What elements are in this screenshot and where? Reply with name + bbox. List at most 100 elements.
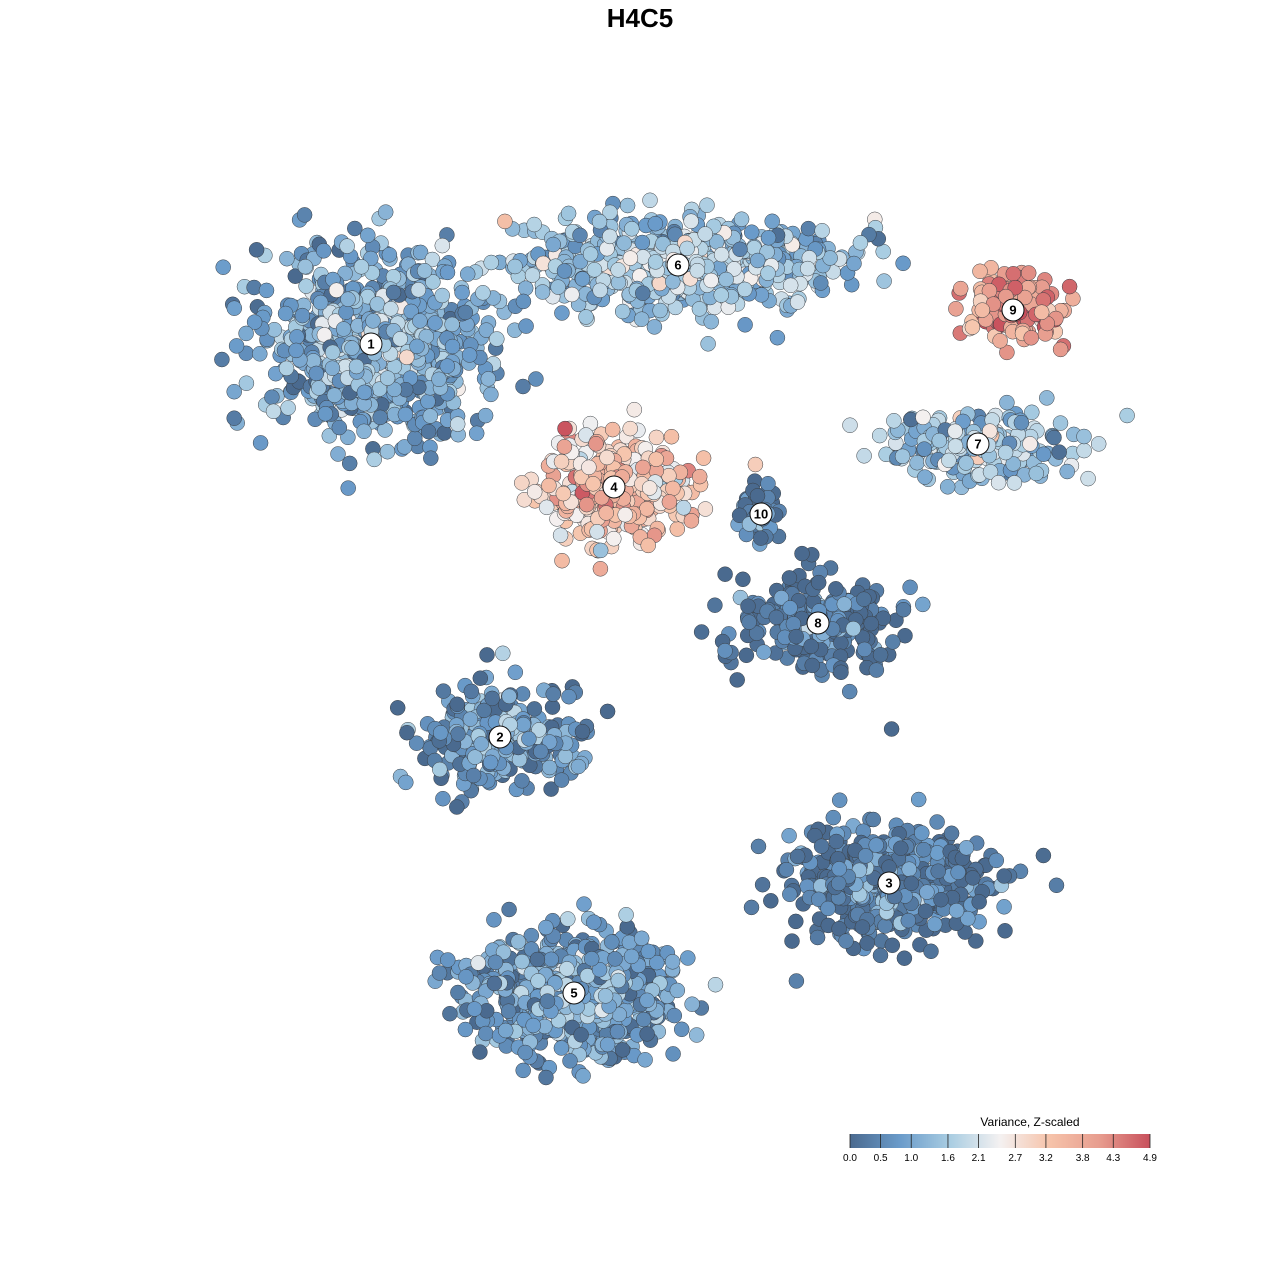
- cell-point: [412, 244, 429, 261]
- cell-point: [639, 992, 655, 1009]
- cell-point: [1076, 428, 1092, 445]
- cell-point: [454, 284, 470, 301]
- cell-point: [440, 952, 456, 968]
- cell-point: [416, 263, 433, 279]
- cell-point: [896, 950, 913, 966]
- cell-point: [1048, 877, 1065, 894]
- cluster-label-text: 6: [674, 258, 681, 273]
- cell-point: [472, 1044, 488, 1060]
- cell-point: [480, 371, 497, 387]
- cell-point: [226, 383, 242, 400]
- cell-point: [341, 455, 358, 472]
- cell-point: [431, 965, 448, 981]
- cell-point: [1020, 265, 1037, 281]
- cell-point: [507, 258, 523, 275]
- cell-point: [1035, 446, 1052, 462]
- cell-point: [372, 409, 388, 426]
- cluster-label-text: 1: [367, 337, 374, 352]
- cell-point: [278, 360, 295, 377]
- cell-point: [639, 1026, 655, 1042]
- cell-point: [623, 948, 640, 965]
- cell-point: [423, 450, 439, 466]
- cell-point: [633, 930, 650, 947]
- cell-point: [960, 910, 976, 927]
- cell-point: [258, 282, 275, 299]
- cell-point: [647, 254, 664, 270]
- cell-point: [948, 902, 965, 919]
- cell-point: [541, 477, 557, 494]
- cell-point: [444, 338, 461, 355]
- cell-point: [740, 598, 756, 614]
- cell-point: [754, 876, 771, 893]
- cell-point: [477, 407, 494, 424]
- cell-point: [958, 455, 974, 471]
- cell-point: [557, 748, 574, 765]
- cell-point: [856, 641, 873, 658]
- cell-point: [872, 647, 889, 663]
- cell-point: [634, 234, 651, 251]
- cell-point: [693, 624, 710, 640]
- cell-point: [365, 313, 381, 329]
- cell-point: [679, 240, 695, 257]
- cell-point: [348, 358, 365, 375]
- cluster-label-text: 5: [570, 986, 577, 1001]
- cell-point: [473, 736, 489, 752]
- cell-point: [958, 840, 975, 856]
- cluster-label-2: 2: [488, 725, 512, 749]
- cell-point: [990, 474, 1007, 491]
- cell-point: [680, 950, 696, 966]
- cell-point: [215, 259, 231, 275]
- cell-point: [308, 365, 325, 382]
- cell-point: [831, 861, 847, 877]
- cell-point: [450, 726, 466, 742]
- cell-point: [553, 1040, 570, 1056]
- cell-point: [434, 237, 451, 254]
- cell-point: [868, 837, 884, 853]
- cell-point: [246, 314, 263, 330]
- cell-point: [1059, 463, 1075, 480]
- cell-point: [592, 561, 609, 577]
- cell-point: [665, 1046, 681, 1062]
- cell-point: [666, 1007, 683, 1024]
- cell-point: [713, 287, 729, 303]
- cell-point: [607, 951, 623, 967]
- cell-point: [863, 615, 879, 632]
- cell-point: [396, 439, 413, 455]
- cell-point: [397, 406, 414, 423]
- cluster-label-4: 4: [602, 475, 626, 499]
- cell-point: [356, 423, 372, 440]
- cell-point: [948, 301, 964, 317]
- cell-point: [972, 263, 988, 280]
- cell-point: [514, 953, 530, 970]
- legend-title: Variance, Z-scaled: [980, 1115, 1079, 1129]
- cell-point: [947, 438, 964, 454]
- cell-point: [852, 235, 869, 251]
- cell-point: [683, 513, 700, 529]
- cell-point: [328, 282, 345, 298]
- colorbar-tick-label: 2.1: [972, 1153, 986, 1164]
- cluster-label-7: 7: [966, 432, 990, 456]
- cell-point: [651, 275, 668, 292]
- cell-point: [894, 448, 911, 465]
- cell-point: [952, 280, 969, 297]
- cell-point: [564, 286, 580, 303]
- cell-point: [545, 236, 561, 253]
- cell-point: [857, 848, 874, 864]
- cell-point: [434, 287, 450, 304]
- cell-point: [915, 409, 931, 426]
- cell-point: [695, 450, 712, 466]
- cell-point: [965, 870, 981, 886]
- cell-point: [707, 976, 724, 993]
- cell-point: [294, 307, 311, 324]
- colorbar: [850, 1134, 1150, 1148]
- cell-point: [788, 973, 805, 989]
- cell-point: [703, 272, 719, 289]
- cell-point: [974, 302, 991, 318]
- cell-point: [968, 933, 984, 949]
- cell-point: [788, 628, 804, 645]
- cell-point: [435, 790, 451, 807]
- cell-point: [610, 262, 626, 278]
- cell-point: [856, 448, 872, 464]
- cell-point: [530, 973, 546, 989]
- cell-point: [836, 596, 853, 612]
